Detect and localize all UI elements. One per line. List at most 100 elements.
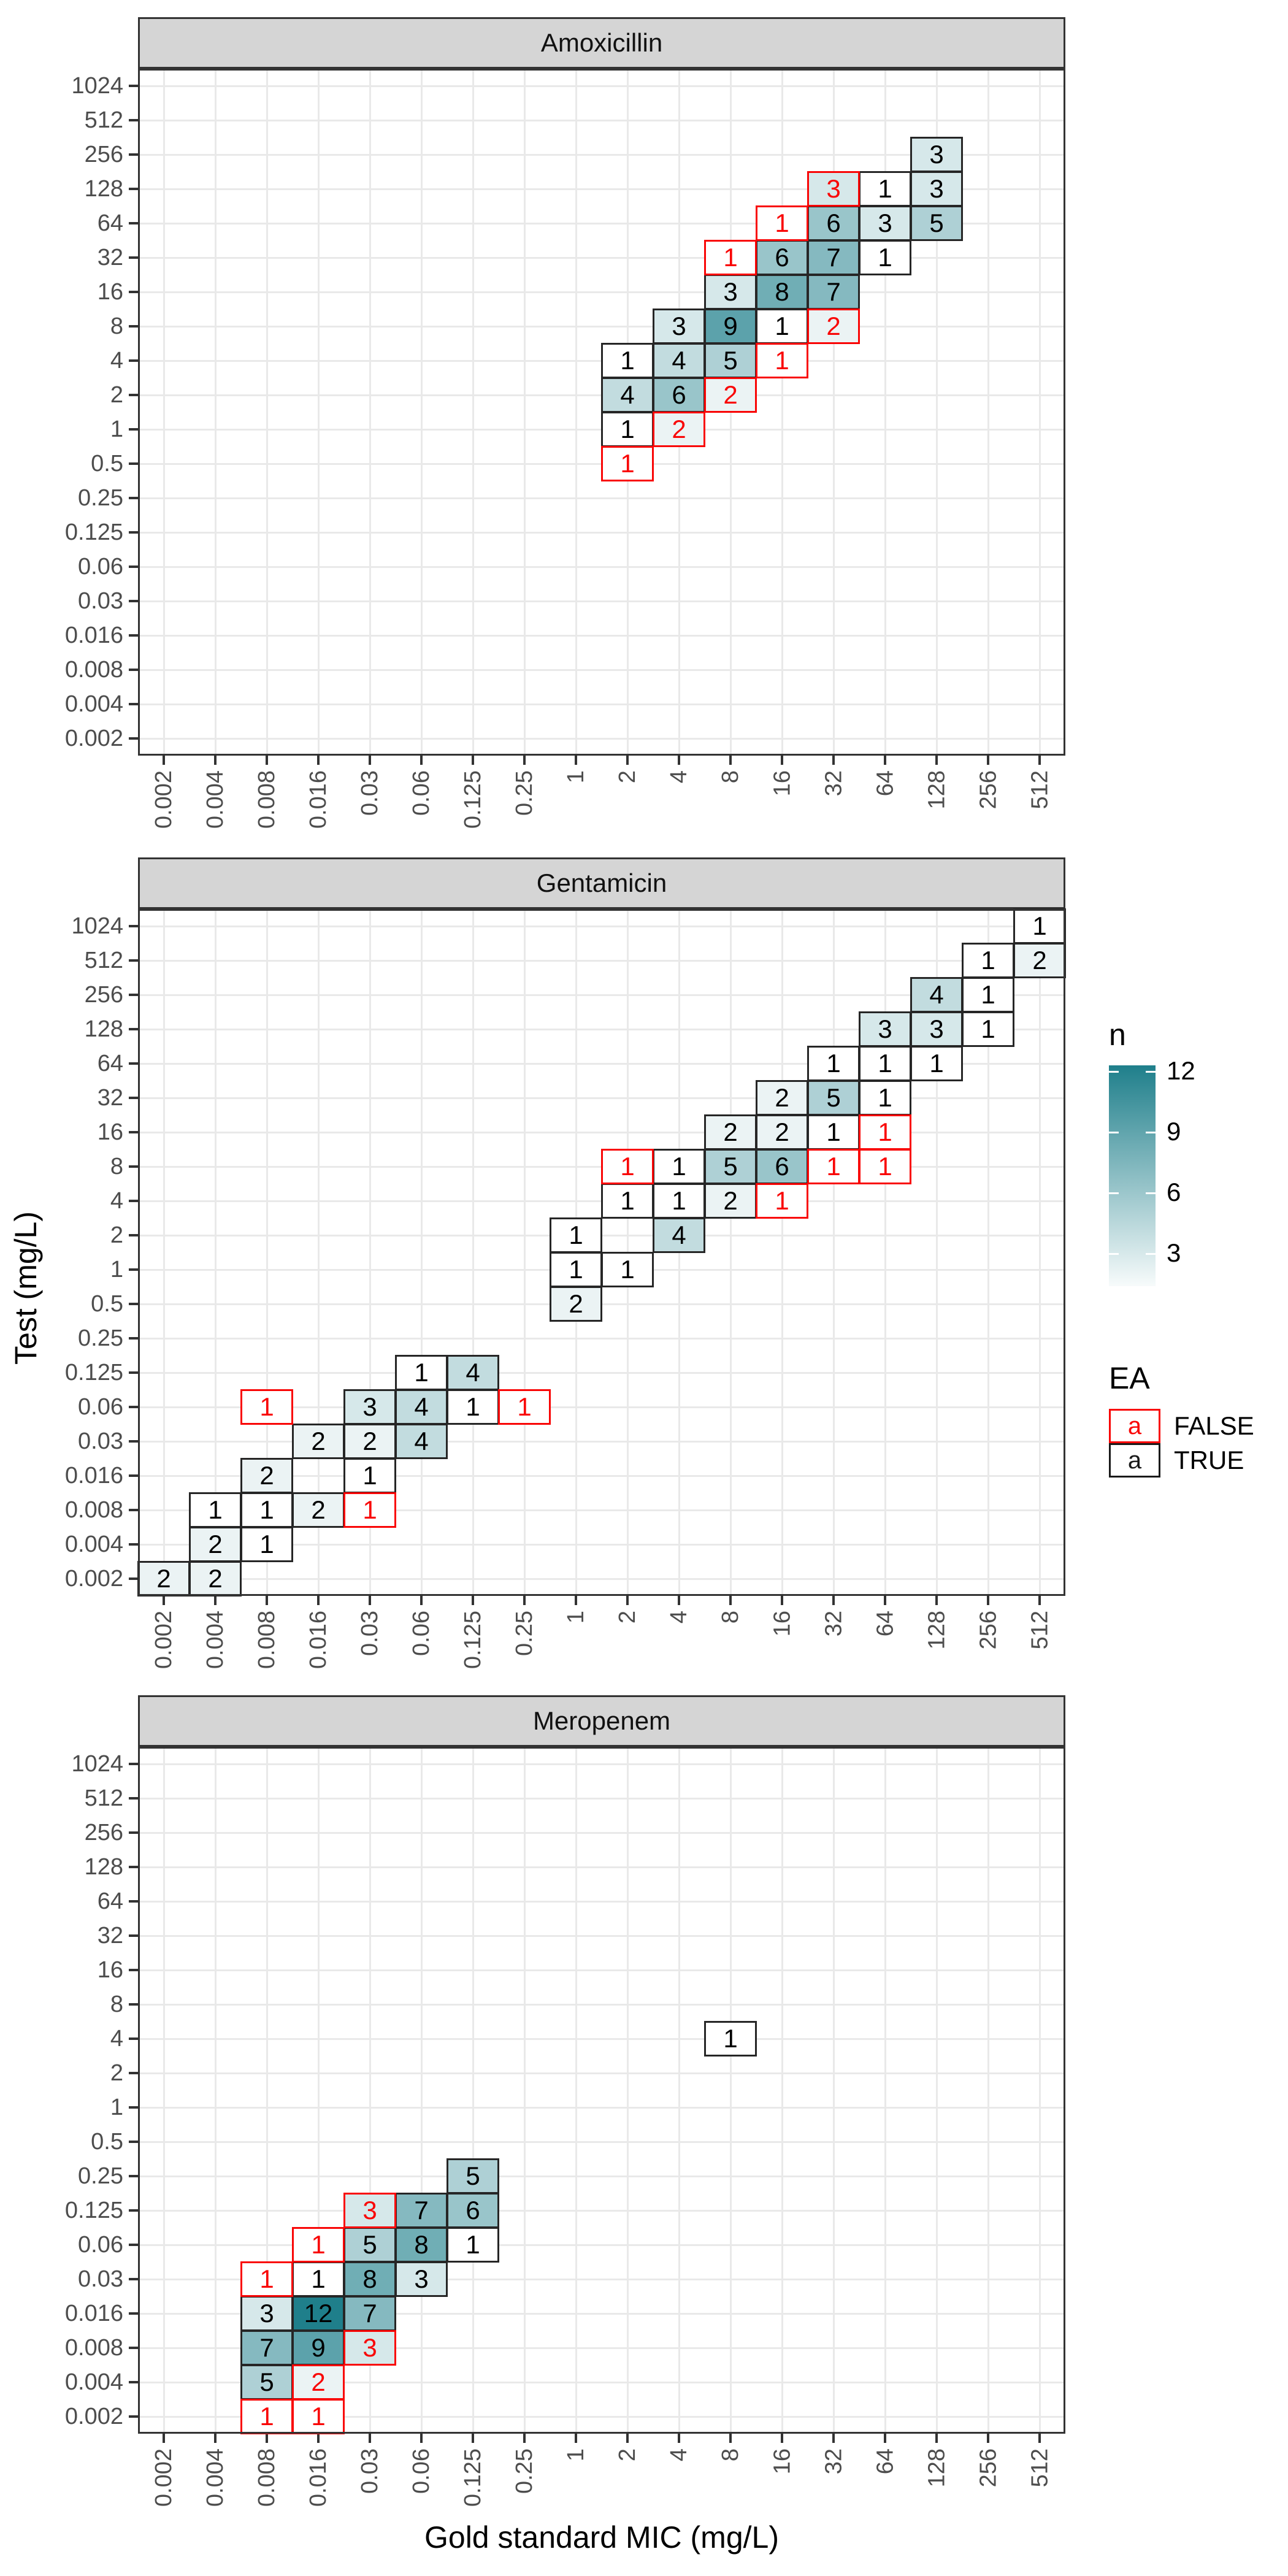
y-axis-tick-label: 512 — [84, 1785, 123, 1811]
legend-n-colorbar-tick — [1146, 1132, 1156, 1133]
mic-tile: 6 — [653, 377, 705, 413]
panel-gridline-h — [138, 703, 1065, 705]
panel-gridline-h — [138, 2347, 1065, 2349]
mic-tile: 2 — [137, 1561, 190, 1597]
x-axis-tick-label-text: 512 — [1027, 770, 1052, 810]
y-axis-tick-label: 0.25 — [78, 485, 123, 511]
panel-gridline-h — [138, 1406, 1065, 1408]
panel-gridline-h — [138, 1509, 1065, 1511]
panel-gridline-h — [138, 326, 1065, 328]
y-axis-tick-label: 0.03 — [78, 588, 123, 614]
panel-gridline-v — [163, 69, 165, 756]
y-axis-tick — [129, 1763, 138, 1765]
y-axis-tick — [129, 359, 138, 362]
panel-gridline-v — [369, 69, 371, 756]
x-axis-tick — [832, 1596, 835, 1605]
mic-tile: 2 — [189, 1527, 242, 1562]
panel-gridline-h — [138, 2210, 1065, 2212]
panel-gridline-h — [138, 566, 1065, 568]
y-axis-tick — [129, 634, 138, 637]
x-axis-tick — [266, 1596, 268, 1605]
mic-tile: 3 — [704, 274, 757, 310]
y-axis-tick — [129, 2415, 138, 2418]
y-axis-tick-label: 0.25 — [78, 2163, 123, 2189]
mic-tile: 6 — [447, 2193, 499, 2228]
mic-tile: 7 — [240, 2330, 293, 2366]
mic-tile: 9 — [704, 309, 757, 344]
panel-gridline-v — [215, 69, 217, 756]
x-axis-tick — [317, 756, 320, 765]
mic-tile: 2 — [807, 309, 860, 344]
mic-tile: 8 — [343, 2261, 396, 2297]
panel-gridline-h — [138, 1441, 1065, 1443]
y-axis-tick-label: 2 — [110, 2060, 123, 2086]
mic-tile: 1 — [807, 1046, 860, 1081]
mic-tile: 6 — [756, 1149, 808, 1184]
y-axis-tick-label: 0.002 — [64, 1566, 123, 1592]
x-axis-tick — [1038, 1596, 1041, 1605]
panel-gridline-h — [138, 1763, 1065, 1765]
y-axis-tick-label: 64 — [97, 1051, 123, 1076]
mic-tile: 1 — [240, 2261, 293, 2297]
mic-tile: 7 — [343, 2296, 396, 2331]
y-axis-tick-label: 0.06 — [78, 1394, 123, 1420]
panel-gridline-v — [472, 69, 474, 756]
y-axis-tick — [129, 1268, 138, 1271]
y-axis-tick-label: 0.008 — [64, 657, 123, 683]
legend-n-tick-label: 12 — [1167, 1056, 1195, 1085]
panel-gridline-v — [1039, 909, 1041, 1596]
y-axis-tick — [129, 1371, 138, 1374]
mic-tile: 1 — [240, 1389, 293, 1425]
panel-gridline-h — [138, 2382, 1065, 2383]
panel-gridline-v — [987, 909, 989, 1596]
mic-tile: 1 — [498, 1389, 551, 1425]
y-axis-tick-label: 4 — [110, 2026, 123, 2052]
y-axis-tick — [129, 256, 138, 259]
panel-gridline-v — [884, 909, 886, 1596]
y-axis-tick-label: 1 — [110, 1257, 123, 1282]
mic-tile: 1 — [601, 446, 654, 481]
y-axis-tick-label: 32 — [97, 1923, 123, 1949]
panel-gridline-v — [369, 909, 371, 1596]
mic-tile: 3 — [240, 2296, 293, 2331]
mic-tile: 2 — [756, 1080, 808, 1116]
x-axis-tick — [678, 2434, 680, 2443]
mic-tile: 3 — [395, 2261, 448, 2297]
panel-gridline-v — [833, 1747, 835, 2434]
panel-gridline-v — [781, 909, 783, 1596]
mic-tile: 1 — [1013, 908, 1066, 944]
panel-gridline-v — [781, 69, 783, 756]
y-axis-tick — [129, 462, 138, 465]
panel-gridline-v — [163, 1747, 165, 2434]
panel-gridline-h — [138, 497, 1065, 499]
y-axis-tick — [129, 1866, 138, 1868]
y-axis-tick — [129, 1131, 138, 1133]
mic-tile: 1 — [292, 2261, 345, 2297]
x-axis-tick — [575, 756, 577, 765]
y-axis-tick-label: 1 — [110, 416, 123, 442]
mic-tile: 2 — [704, 1114, 757, 1150]
y-axis-tick-label: 0.016 — [64, 1463, 123, 1489]
mic-tile: 3 — [910, 171, 963, 207]
mic-tile: 8 — [756, 274, 808, 310]
y-axis-tick — [129, 1406, 138, 1408]
mic-tile: 4 — [910, 977, 963, 1013]
mic-tile: 3 — [653, 309, 705, 344]
y-axis-tick-label: 0.125 — [64, 2198, 123, 2223]
panel-gridline-v — [1039, 1747, 1041, 2434]
legend-ea-label-false: FALSE — [1174, 1411, 1254, 1440]
legend-n-colorbar-tick — [1109, 1132, 1119, 1133]
y-axis-tick — [129, 188, 138, 190]
y-axis-tick — [129, 2106, 138, 2109]
x-axis-tick — [781, 756, 783, 765]
y-axis-tick-label: 8 — [110, 1991, 123, 2017]
mic-tile: 5 — [704, 343, 757, 378]
x-axis-tick — [420, 1596, 423, 1605]
y-axis-tick — [129, 925, 138, 927]
panel-gridline-h — [138, 1132, 1065, 1133]
y-axis-tick-label: 8 — [110, 313, 123, 339]
y-axis-tick — [129, 531, 138, 534]
panel-gridline-h — [138, 1866, 1065, 1868]
x-axis-tick — [266, 756, 268, 765]
legend-n-title: n — [1109, 1018, 1126, 1052]
